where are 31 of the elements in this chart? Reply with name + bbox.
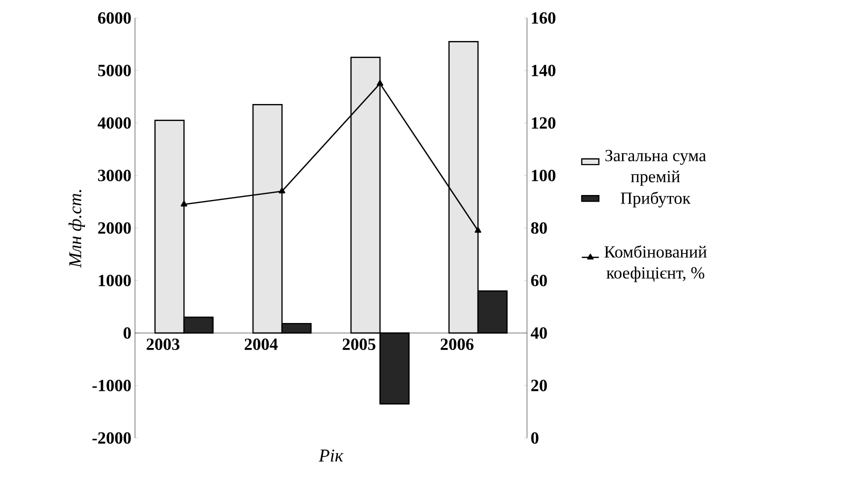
y2-tick-label: 40 <box>530 327 547 339</box>
x-tick-label: 2003 <box>146 338 180 350</box>
y-tick-label: 4000 <box>98 117 131 129</box>
y2-tick-label: 160 <box>532 12 556 24</box>
legend-label: Комбінований коефіцієнт, % <box>604 245 707 282</box>
y2-tick-label: 80 <box>531 222 547 234</box>
x-tick-label: 2004 <box>244 338 278 350</box>
y2-tick-label: 100 <box>532 170 556 182</box>
legend-label: Прибуток <box>620 192 691 208</box>
point <box>278 188 286 194</box>
y-tick-label: 5000 <box>98 64 131 76</box>
y2-tick-label: 140 <box>532 64 556 76</box>
point <box>376 80 384 86</box>
y-tick-label: 3000 <box>98 170 131 182</box>
y-tick-label: 1000 <box>98 274 131 286</box>
x-tick-label: 2005 <box>342 338 376 350</box>
point <box>474 226 482 233</box>
y-tick-label: 6000 <box>98 12 131 24</box>
y2-tick-label: 0 <box>531 432 538 444</box>
legend-label: Загальна сума премій <box>605 150 706 186</box>
point <box>180 200 188 207</box>
x-axis-title: Рік <box>318 450 344 462</box>
y-axis-title: Млн ф.ст. <box>68 190 85 268</box>
y2-tick-label: 120 <box>532 117 556 129</box>
y-tick-label: 0 <box>124 327 131 339</box>
y2-tick-label: 60 <box>531 274 547 286</box>
y2-tick-label: 20 <box>531 380 547 392</box>
y-tick-label: -1000 <box>92 380 131 392</box>
x-tick-label: 2006 <box>440 338 474 350</box>
y-tick-label: 2000 <box>98 222 131 234</box>
y-tick-label: -2000 <box>92 432 131 444</box>
